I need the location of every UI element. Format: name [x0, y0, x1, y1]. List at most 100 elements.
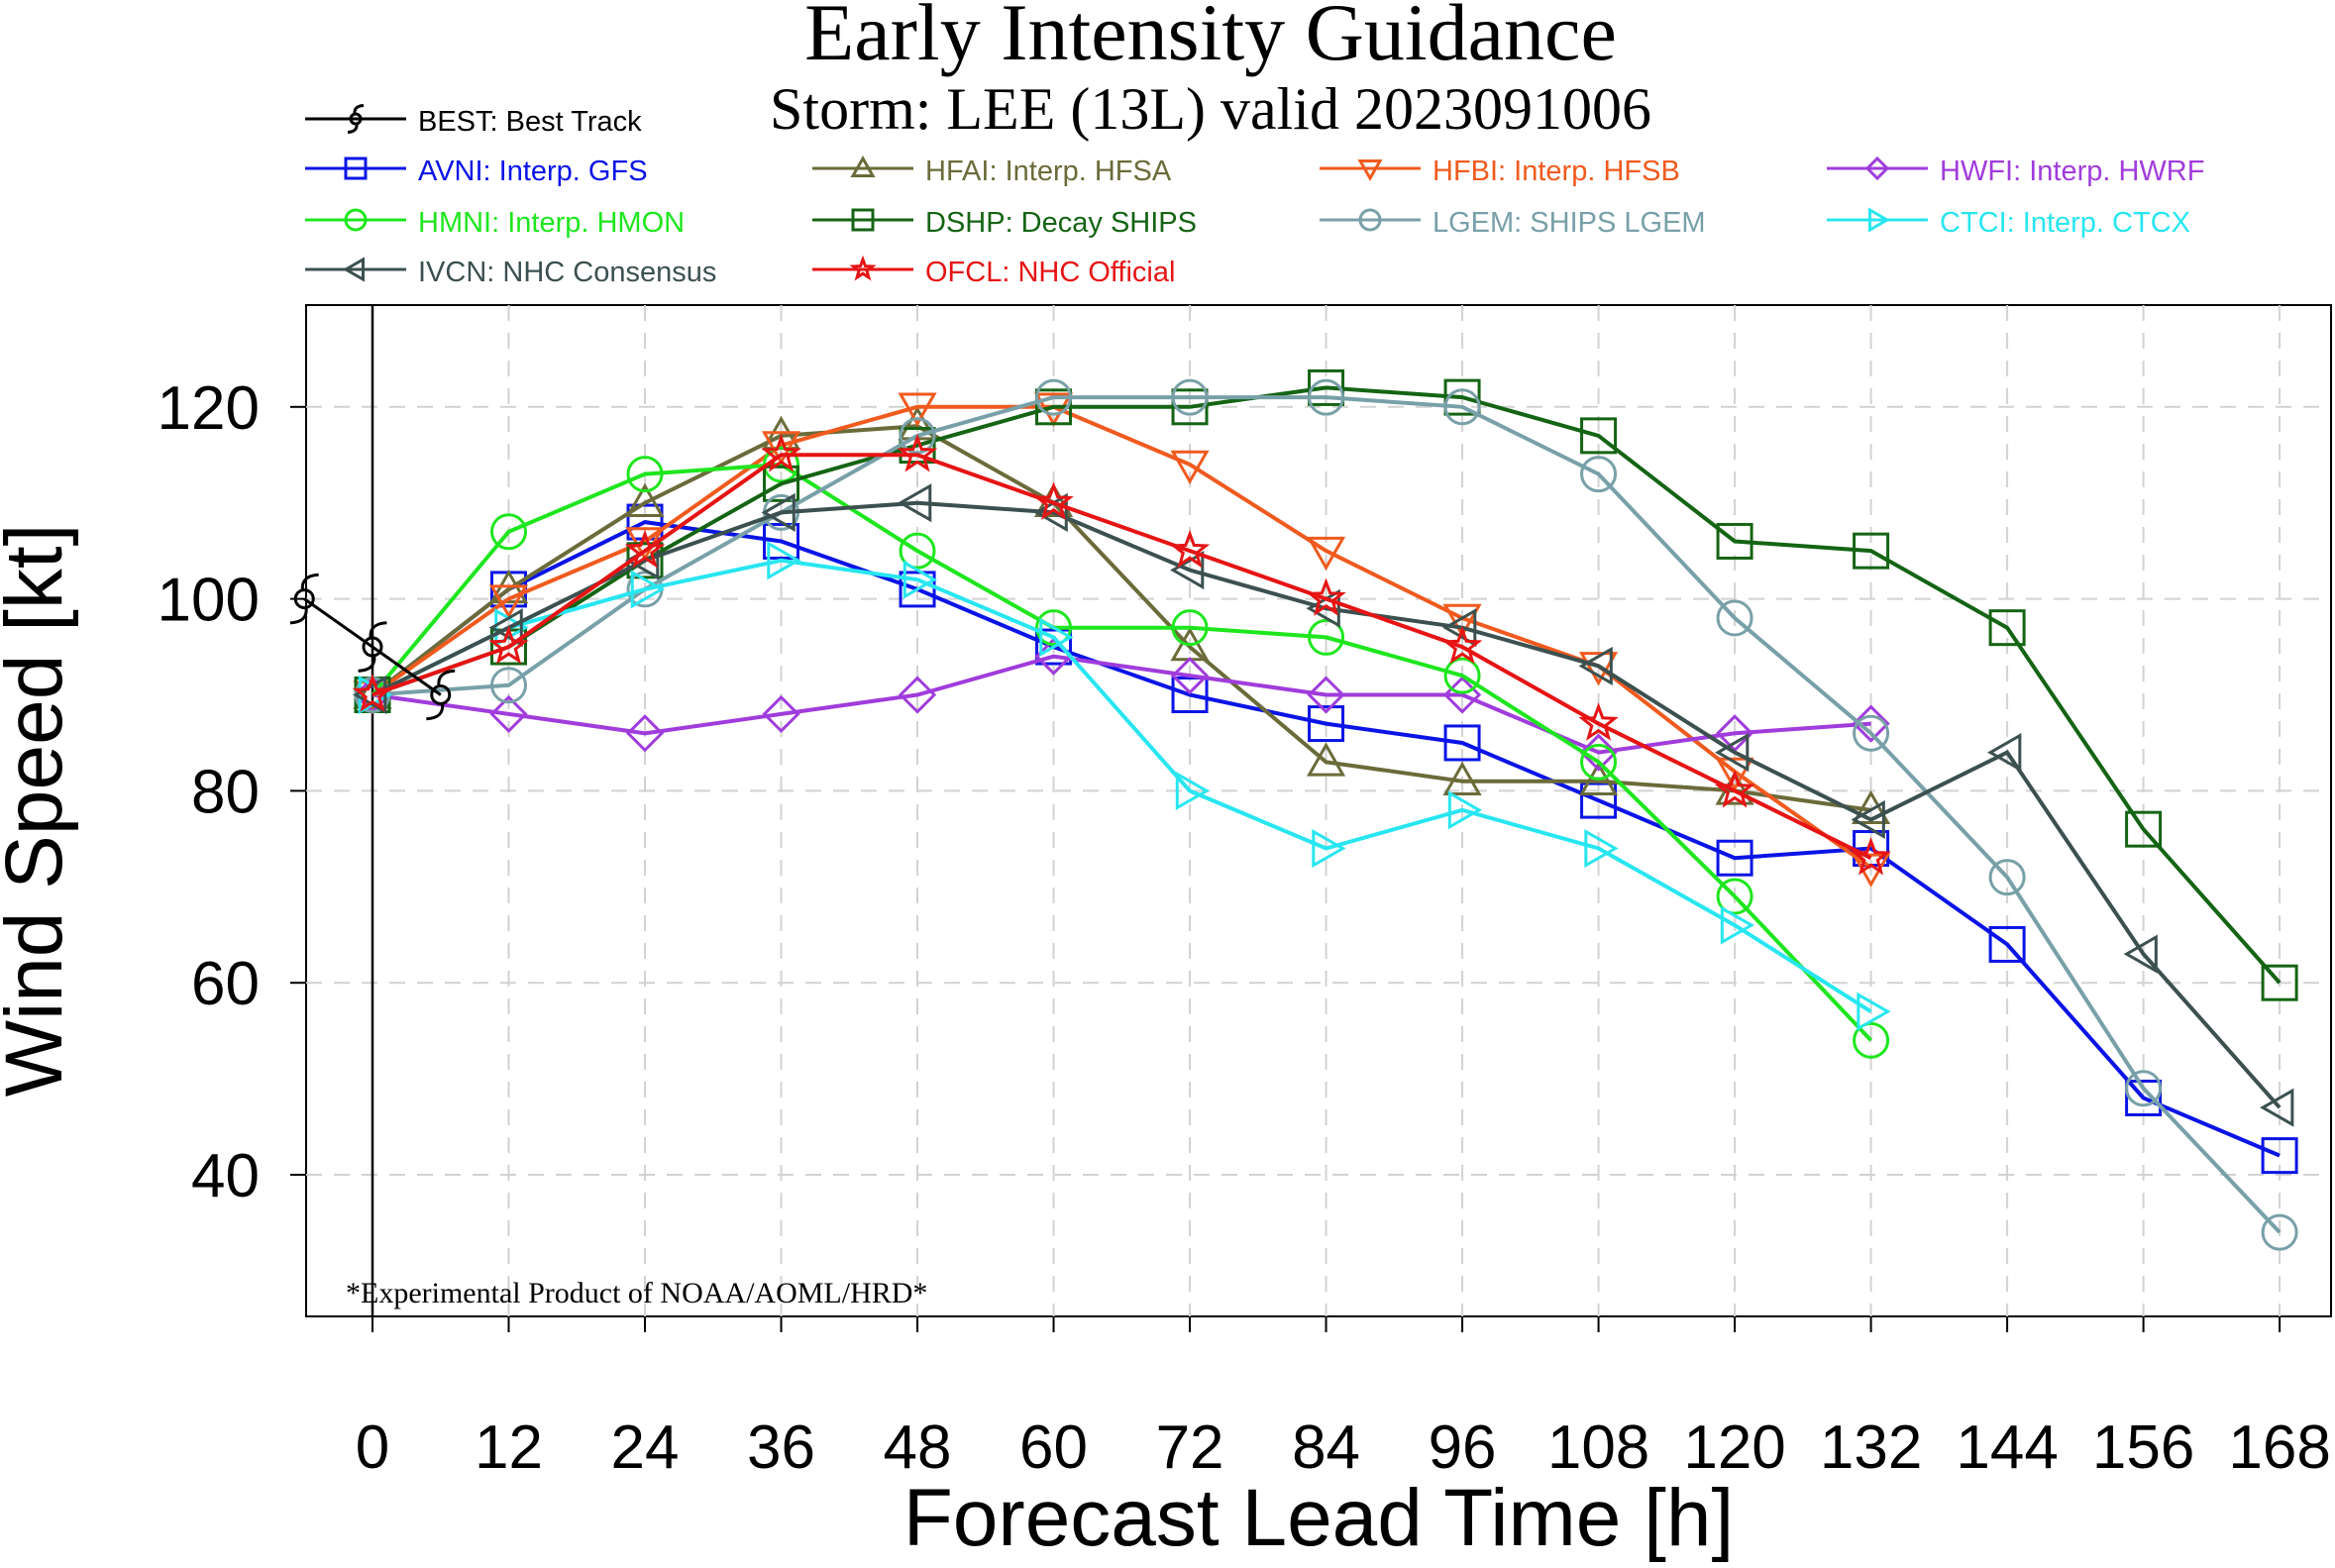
- data-point-hwfi: [1170, 656, 1210, 695]
- legend-label: HFBI: Interp. HFSB: [1433, 156, 1680, 187]
- best-track-layer: [289, 573, 456, 721]
- x-axis-ticks: 0 12 24 36 48 60 72 84 96 108 120 132 144 156 168: [356, 1316, 2331, 1482]
- data-point-lgem: [1171, 378, 1209, 416]
- data-point-lgem: [1035, 378, 1073, 416]
- legend-entry-dshp: DSHP: Decay SHIPS: [812, 207, 1197, 239]
- data-point-ivcn: [1170, 550, 1205, 590]
- data-point-ofcl: [488, 625, 529, 665]
- data-point-hfai: [1578, 761, 1619, 795]
- data-point-ctci: [767, 541, 801, 580]
- data-point-avni: [899, 571, 936, 608]
- data-point-hfbi: [488, 584, 529, 619]
- data-point-ofcl: [1033, 481, 1074, 520]
- data-point-ofcl: [761, 433, 801, 472]
- legend-marker-dshp: [851, 208, 875, 232]
- legend-marker-ctci: [1868, 207, 1891, 233]
- y-tick-label: 80: [191, 758, 260, 826]
- data-point-lgem: [2261, 1213, 2298, 1251]
- best-track-point: [358, 621, 387, 673]
- series-line-ofcl: [371, 453, 1872, 860]
- data-point-ivcn: [1987, 733, 2022, 773]
- legend-marker-ofcl: [849, 255, 877, 281]
- data-point-ctci: [1584, 828, 1619, 869]
- data-point-ofcl: [352, 674, 393, 712]
- data-point-avni: [1716, 839, 1753, 877]
- data-point-ivcn: [1715, 733, 1750, 773]
- legend-entry-lgem: LGEM: SHIPS LGEM: [1320, 207, 1706, 239]
- data-point-ivcn: [1578, 646, 1613, 686]
- legend: BEST: Best Track AVNI: Interp. GFS HFAI: I…: [305, 104, 2204, 288]
- data-point-hmni: [899, 532, 936, 570]
- data-point-hmni: [1443, 657, 1481, 694]
- series-line-hmni: [371, 462, 1873, 1042]
- data-point-ivcn: [2123, 934, 2158, 974]
- legend-label: IVCN: NHC Consensus: [418, 257, 716, 288]
- data-point-hmni: [1308, 618, 1345, 656]
- data-point-ctci: [902, 560, 938, 599]
- series-avni: [354, 503, 2298, 1175]
- best-track-point: [426, 669, 456, 721]
- data-point-hmni: [1171, 609, 1209, 647]
- x-tick-label: 156: [2092, 1413, 2194, 1482]
- x-axis-label: Forecast Lead Time [h]: [903, 1473, 1735, 1563]
- y-tick-label: 100: [158, 567, 260, 635]
- chart-title: Early Intensity Guidance: [804, 0, 1617, 77]
- legend-marker-hfai: [850, 155, 876, 177]
- legend-marker-avni: [344, 157, 368, 180]
- legend-entry-ivcn: IVCN: NHC Consensus: [305, 257, 716, 288]
- data-point-hwfi: [1852, 704, 1890, 743]
- data-point-avni: [1171, 677, 1209, 713]
- y-axis-label: Wind Speed [kt]: [0, 524, 79, 1098]
- legend-marker-ivcn: [342, 257, 365, 282]
- data-point-hmni: [1716, 878, 1753, 915]
- data-point-lgem: [1443, 388, 1481, 426]
- series-ofcl: [352, 433, 1891, 876]
- data-point-avni: [1580, 782, 1618, 819]
- legend-entry-avni: AVNI: Interp. GFS: [305, 156, 648, 187]
- legend-label: DSHP: Decay SHIPS: [925, 207, 1197, 239]
- legend-entry-best: BEST: Best Track: [305, 104, 642, 138]
- series-layer: [352, 368, 2298, 1251]
- data-point-hmni: [490, 513, 528, 551]
- data-point-ivcn: [2260, 1088, 2294, 1127]
- data-point-ofcl: [897, 433, 938, 472]
- data-point-avni: [1988, 925, 2026, 963]
- data-point-ofcl: [1441, 625, 1483, 665]
- legend-entry-ctci: CTCI: Interp. CTCX: [1827, 207, 2190, 239]
- data-point-dshp: [1443, 378, 1481, 416]
- y-tick-label: 60: [191, 950, 260, 1018]
- data-point-dshp: [1035, 388, 1073, 426]
- data-point-dshp: [1853, 532, 1890, 570]
- data-point-lgem: [2125, 1070, 2163, 1107]
- series-line-ivcn: [371, 500, 2282, 1109]
- data-point-avni: [1308, 705, 1345, 743]
- series-ivcn: [352, 483, 2294, 1127]
- data-point-dshp: [2261, 964, 2298, 1001]
- data-point-ofcl: [1169, 529, 1211, 569]
- data-point-hmni: [1580, 743, 1618, 781]
- legend-marker-lgem: [1358, 208, 1382, 232]
- data-point-ctci: [1175, 771, 1211, 810]
- data-point-avni: [1035, 628, 1073, 666]
- data-point-hfbi: [898, 392, 937, 427]
- footnote: *Experimental Product of NOAA/AOML/HRD*: [346, 1277, 927, 1309]
- data-point-hfbi: [761, 431, 801, 466]
- legend-label: AVNI: Interp. GFS: [418, 156, 648, 187]
- data-point-avni: [1443, 724, 1481, 762]
- data-point-hwfi: [489, 694, 528, 734]
- series-line-avni: [371, 520, 2281, 1158]
- x-tick-label: 132: [1820, 1413, 1922, 1482]
- x-tick-label: 72: [1156, 1413, 1224, 1482]
- data-point-dshp: [763, 465, 800, 502]
- data-point-hfbi: [1715, 757, 1754, 792]
- chart-subtitle: Storm: LEE (13L) valid 2023091006: [770, 76, 1651, 142]
- series-ctci: [358, 541, 1891, 1031]
- data-point-lgem: [899, 417, 936, 455]
- series-lgem: [354, 378, 2298, 1251]
- legend-label: CTCI: Interp. CTCX: [1940, 207, 2190, 239]
- data-point-dshp: [1716, 522, 1753, 560]
- legend-entry-hfai: HFAI: Interp. HFSA: [812, 155, 1172, 187]
- data-point-hfbi: [1306, 536, 1346, 572]
- data-point-hfai: [1852, 789, 1891, 825]
